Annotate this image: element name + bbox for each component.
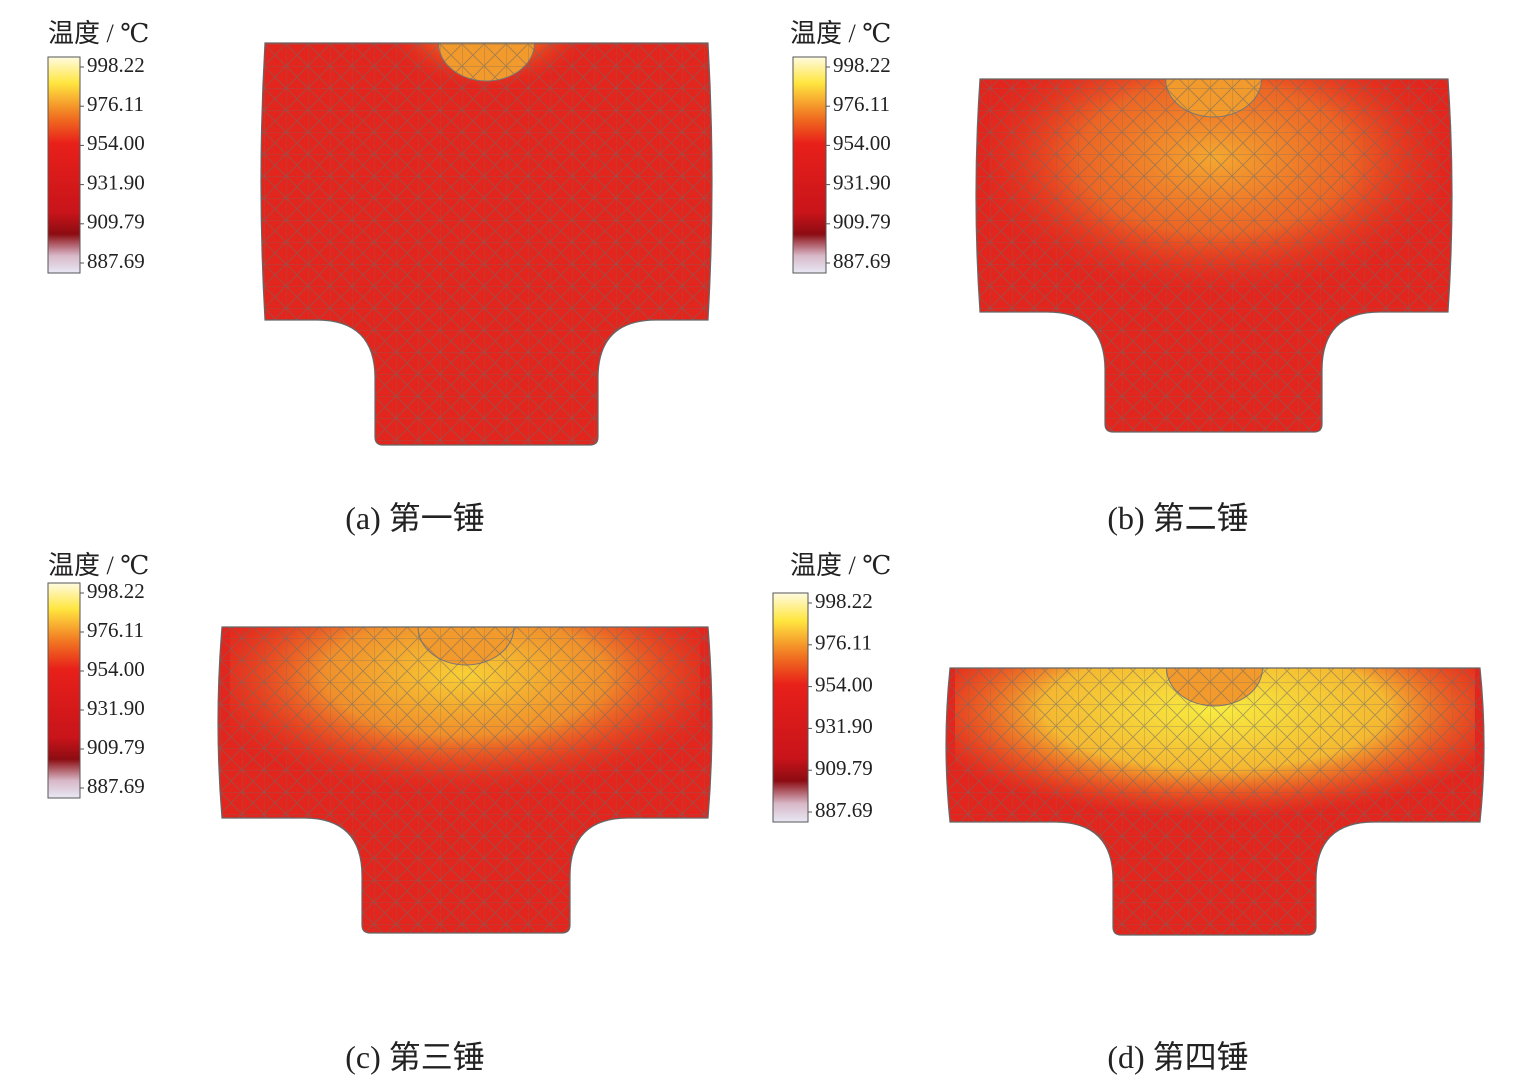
mesh bbox=[975, 78, 1453, 433]
legend-tick-label: 954.00 bbox=[87, 657, 145, 681]
legend-tick-label: 998.22 bbox=[87, 579, 145, 603]
caption: (d) 第四锤 bbox=[1107, 1039, 1248, 1075]
legend-tick-label: 909.79 bbox=[815, 756, 873, 780]
legend-title: 温度 / ℃ bbox=[48, 19, 149, 48]
legend-tick-label: 887.69 bbox=[87, 774, 145, 798]
legend-tick-label: 998.22 bbox=[815, 589, 873, 613]
legend-tick-label: 887.69 bbox=[833, 249, 891, 273]
legend-tick-label: 887.69 bbox=[815, 798, 873, 822]
mesh bbox=[260, 42, 713, 446]
legend-tick-label: 931.90 bbox=[87, 170, 145, 194]
legend-tick-label: 976.11 bbox=[815, 631, 872, 655]
legend-title: 温度 / ℃ bbox=[48, 551, 149, 580]
legend-tick-label: 954.00 bbox=[833, 131, 891, 155]
legend-tick-label: 998.22 bbox=[87, 53, 145, 77]
caption: (a) 第一锤 bbox=[345, 500, 485, 536]
legend-tick-label: 954.00 bbox=[87, 131, 145, 155]
legend-tick-label: 998.22 bbox=[833, 53, 891, 77]
panel: 温度 / ℃ 998.22 976.11 954.00 931.90 909.79 887.… bbox=[47, 19, 713, 536]
color-bar bbox=[772, 592, 809, 823]
panel: 温度 / ℃ 998.22 976.11 954.00 931.90 909.79 887.… bbox=[772, 551, 1485, 1075]
legend-tick-label: 931.90 bbox=[833, 170, 891, 194]
color-bar bbox=[47, 582, 81, 799]
color-bar bbox=[47, 56, 81, 274]
legend-tick-label: 887.69 bbox=[87, 249, 145, 273]
legend-tick-label: 909.79 bbox=[87, 210, 145, 234]
color-bar bbox=[792, 56, 827, 274]
legend-tick-label: 976.11 bbox=[833, 92, 890, 116]
mesh bbox=[217, 626, 713, 934]
caption: (b) 第二锤 bbox=[1107, 500, 1248, 536]
legend-tick-label: 976.11 bbox=[87, 92, 144, 116]
legend-tick-label: 909.79 bbox=[87, 735, 145, 759]
caption: (c) 第三锤 bbox=[345, 1039, 485, 1075]
legend-tick-label: 931.90 bbox=[87, 696, 145, 720]
legend-tick-label: 954.00 bbox=[815, 672, 873, 696]
legend-title: 温度 / ℃ bbox=[790, 551, 891, 580]
legend-tick-label: 976.11 bbox=[87, 618, 144, 642]
panel: 温度 / ℃ 998.22 976.11 954.00 931.90 909.79 887.… bbox=[790, 19, 1453, 536]
legend-title: 温度 / ℃ bbox=[790, 19, 891, 48]
mesh bbox=[945, 667, 1485, 936]
legend-tick-label: 931.90 bbox=[815, 714, 873, 738]
legend-tick-label: 909.79 bbox=[833, 210, 891, 234]
